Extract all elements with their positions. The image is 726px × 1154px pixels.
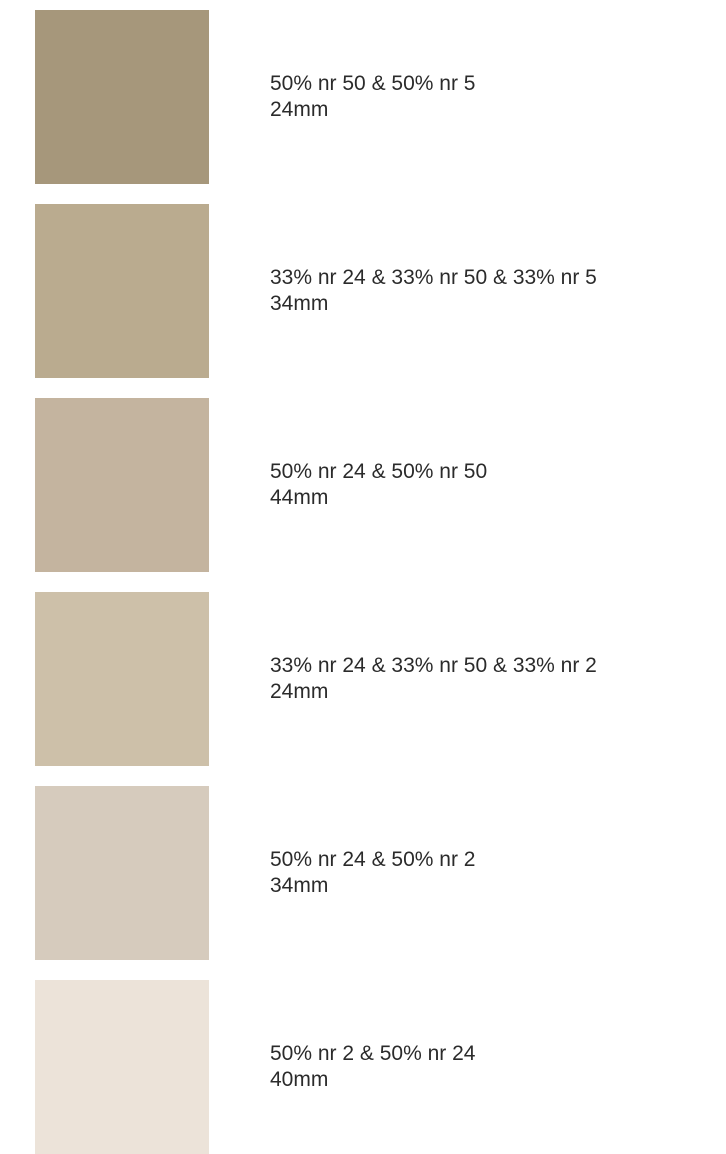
mix-label: 50% nr 24 & 50% nr 50 <box>270 460 488 483</box>
swatch-row: 33% nr 24 & 33% nr 50 & 33% nr 5 34mm <box>35 204 715 378</box>
swatch-description: 50% nr 24 & 50% nr 50 44mm <box>270 459 487 511</box>
color-swatch <box>35 592 209 766</box>
swatch-description: 33% nr 24 & 33% nr 50 & 33% nr 2 24mm <box>270 653 597 705</box>
color-swatch <box>35 10 209 184</box>
swatch-description: 50% nr 2 & 50% nr 24 40mm <box>270 1041 475 1093</box>
swatch-row: 50% nr 2 & 50% nr 24 40mm <box>35 980 715 1154</box>
mix-label: 33% nr 24 & 33% nr 50 & 33% nr 2 <box>270 654 597 677</box>
swatch-description: 33% nr 24 & 33% nr 50 & 33% nr 5 34mm <box>270 265 597 317</box>
size-label: 40mm <box>270 1068 329 1091</box>
color-swatch <box>35 786 209 960</box>
size-label: 24mm <box>270 98 329 121</box>
size-label: 24mm <box>270 680 329 703</box>
swatch-row: 50% nr 24 & 50% nr 2 34mm <box>35 786 715 960</box>
mix-label: 50% nr 2 & 50% nr 24 <box>270 1042 476 1065</box>
size-label: 44mm <box>270 486 329 509</box>
swatch-row: 33% nr 24 & 33% nr 50 & 33% nr 2 24mm <box>35 592 715 766</box>
size-label: 34mm <box>270 292 329 315</box>
swatch-row: 50% nr 24 & 50% nr 50 44mm <box>35 398 715 572</box>
swatch-description: 50% nr 50 & 50% nr 5 24mm <box>270 71 475 123</box>
mix-label: 50% nr 24 & 50% nr 2 <box>270 848 476 871</box>
swatch-list: 50% nr 50 & 50% nr 5 24mm 33% nr 24 & 33… <box>35 10 715 1154</box>
size-label: 34mm <box>270 874 329 897</box>
swatch-row: 50% nr 50 & 50% nr 5 24mm <box>35 10 715 184</box>
color-swatch <box>35 980 209 1154</box>
mix-label: 33% nr 24 & 33% nr 50 & 33% nr 5 <box>270 266 597 289</box>
color-swatch <box>35 398 209 572</box>
color-swatch <box>35 204 209 378</box>
mix-label: 50% nr 50 & 50% nr 5 <box>270 72 476 95</box>
swatch-description: 50% nr 24 & 50% nr 2 34mm <box>270 847 475 899</box>
